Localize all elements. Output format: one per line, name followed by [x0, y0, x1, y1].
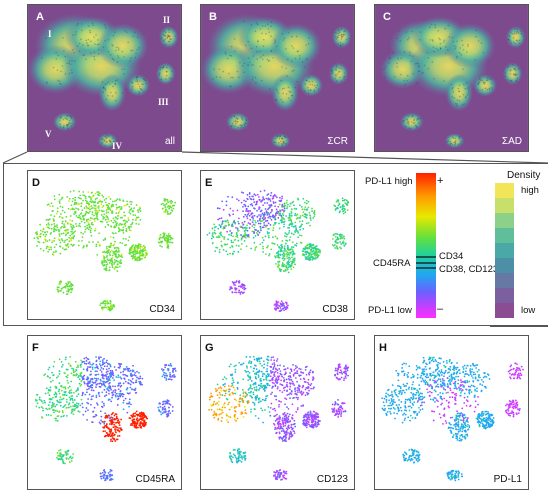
- scale-top-label: PD-L1 high: [365, 176, 413, 187]
- panel-label-b: B: [209, 11, 217, 23]
- scatter-h: [381, 356, 524, 482]
- panel-corner-a: all: [164, 136, 175, 147]
- panel-corner-g: CD123: [316, 474, 348, 485]
- panel-label-h: H: [379, 342, 387, 354]
- scale-minus: –: [437, 303, 444, 315]
- panel-corner-f: CD45RA: [135, 474, 175, 485]
- panel-corner-h: PD-L1: [493, 474, 522, 485]
- panel-b-density-cr: B ΣCR: [200, 4, 355, 152]
- panel-d-cd34: D CD34: [27, 170, 182, 320]
- panel-corner-b: ΣCR: [327, 136, 348, 147]
- scatter-g: [208, 355, 350, 481]
- panel-label-e: E: [205, 177, 213, 189]
- density-colorbar: [495, 183, 514, 318]
- panel-c-density-ad: C ΣAD: [374, 4, 529, 152]
- density-legend-low: low: [521, 305, 536, 316]
- expression-frame: [3, 163, 548, 326]
- cluster-label-v: V: [45, 129, 52, 139]
- density-map-b: [201, 5, 354, 151]
- panel-corner-d: CD34: [149, 304, 175, 315]
- scatter-d: [33, 189, 177, 312]
- marker-cd38-cd123: CD38, CD123: [439, 264, 499, 275]
- cluster-label-i: I: [48, 29, 52, 39]
- frame-step: [490, 325, 548, 327]
- panel-f-cd45ra: F CD45RA: [27, 335, 182, 490]
- panel-corner-e: CD38: [322, 304, 348, 315]
- panel-label-a: A: [36, 11, 44, 23]
- panel-label-d: D: [32, 177, 40, 189]
- panel-g-cd123: G CD123: [200, 335, 355, 490]
- density-map-c: [375, 5, 528, 151]
- density-legend-high: high: [521, 185, 539, 196]
- panel-a-density-all: A I II III IV V all: [27, 4, 182, 152]
- density-map-a: [28, 5, 181, 151]
- scale-bottom-label: PD-L1 low: [368, 305, 412, 316]
- cluster-label-iv: IV: [112, 141, 123, 151]
- marker-cd34: CD34: [439, 251, 464, 262]
- panel-label-c: C: [383, 11, 391, 23]
- scatter-f: [34, 356, 177, 482]
- panel-label-f: F: [32, 342, 39, 354]
- panel-label-g: G: [205, 342, 214, 354]
- scatter-e: [206, 189, 350, 312]
- expression-colorbar: [416, 173, 436, 318]
- cluster-label-iii: III: [158, 97, 169, 107]
- scale-plus: +: [437, 175, 444, 187]
- cluster-label-ii: II: [163, 15, 171, 25]
- panel-h-pdl1: H PD-L1: [374, 335, 529, 490]
- panel-e-cd38: E CD38: [200, 170, 355, 320]
- panel-corner-c: ΣAD: [501, 136, 522, 147]
- marker-cd45ra: CD45RA: [373, 258, 411, 269]
- density-legend-title: Density: [507, 170, 541, 181]
